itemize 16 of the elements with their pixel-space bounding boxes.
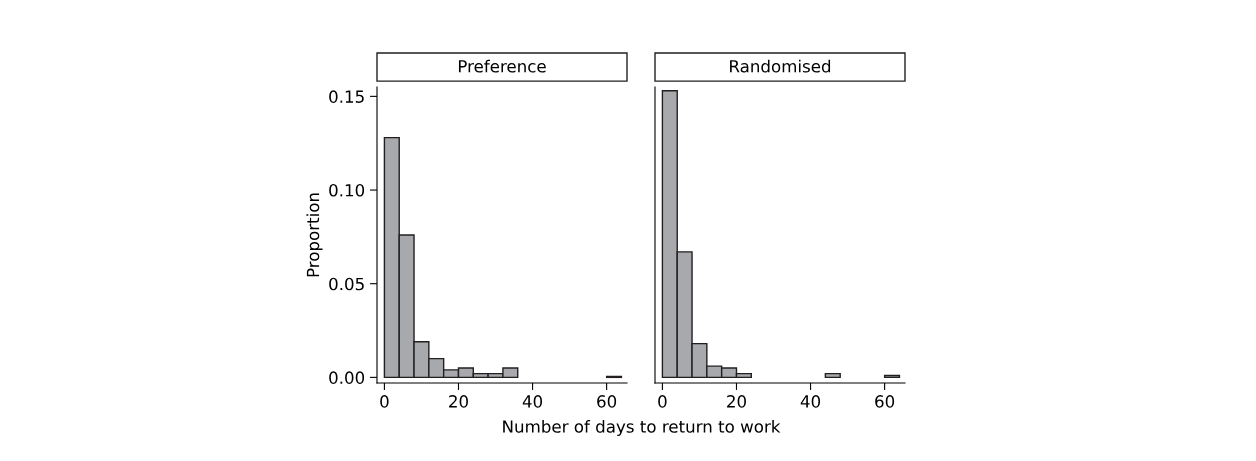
y-tick-label: 0.00 [329,371,365,384]
x-tick-label: 20 [727,395,746,408]
x-tick-label: 40 [800,395,821,408]
x-axis-title: Number of days to return to work [503,419,781,437]
x-tick-label: 0 [658,395,667,408]
y-tick-label: 0.10 [329,184,365,197]
x-tick-label: 60 [875,395,895,408]
chart-title: Randomised [730,59,831,73]
x-tick-label: 60 [597,395,617,408]
x-tick-label: 40 [522,395,543,408]
y-axis-title: Proportion [306,193,323,277]
y-tick-label: 0.15 [329,90,364,103]
x-tick-label: 0 [380,395,389,408]
x-tick-label: 20 [449,395,468,408]
chart-title: Preference [458,59,546,73]
y-tick-label: 0.05 [329,277,364,291]
